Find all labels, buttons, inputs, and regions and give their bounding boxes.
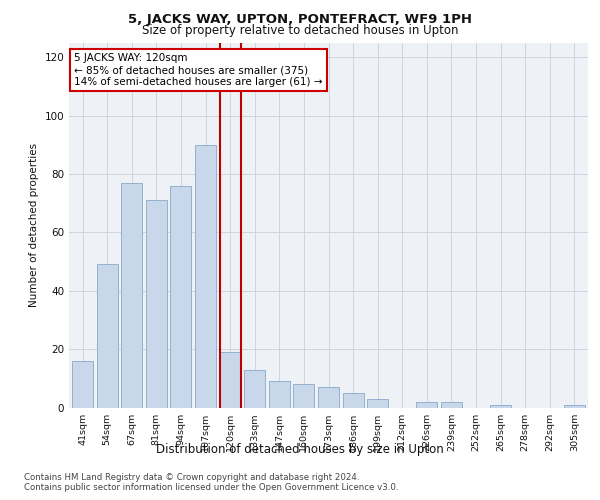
Bar xyxy=(97,264,118,408)
Bar xyxy=(244,370,265,408)
Bar xyxy=(170,186,191,408)
Bar xyxy=(343,393,364,407)
Text: Distribution of detached houses by size in Upton: Distribution of detached houses by size … xyxy=(156,442,444,456)
Text: 5 JACKS WAY: 120sqm
← 85% of detached houses are smaller (375)
14% of semi-detac: 5 JACKS WAY: 120sqm ← 85% of detached ho… xyxy=(74,54,323,86)
Bar xyxy=(367,398,388,407)
Y-axis label: Number of detached properties: Number of detached properties xyxy=(29,143,39,307)
Bar xyxy=(441,402,462,407)
Text: Contains public sector information licensed under the Open Government Licence v3: Contains public sector information licen… xyxy=(24,484,398,492)
Bar xyxy=(121,182,142,408)
Text: Contains HM Land Registry data © Crown copyright and database right 2024.: Contains HM Land Registry data © Crown c… xyxy=(24,472,359,482)
Text: Size of property relative to detached houses in Upton: Size of property relative to detached ho… xyxy=(142,24,458,37)
Bar xyxy=(269,381,290,407)
Bar xyxy=(564,404,585,407)
Text: 5, JACKS WAY, UPTON, PONTEFRACT, WF9 1PH: 5, JACKS WAY, UPTON, PONTEFRACT, WF9 1PH xyxy=(128,12,472,26)
Bar xyxy=(146,200,167,408)
Bar xyxy=(490,404,511,407)
Bar xyxy=(72,361,93,408)
Bar xyxy=(318,387,339,407)
Bar xyxy=(416,402,437,407)
Bar xyxy=(195,144,216,408)
Bar xyxy=(293,384,314,407)
Bar xyxy=(220,352,241,408)
